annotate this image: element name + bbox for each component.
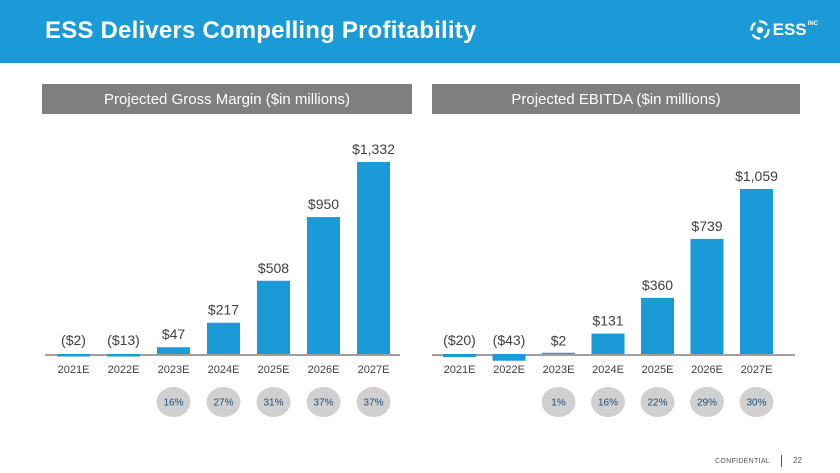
ebitda-margin-pill-2025E bbox=[640, 387, 675, 417]
gross-margin-chart-title: Projected Gross Margin ($in millions) bbox=[42, 84, 412, 114]
gm-value-label-2021E: ($2) bbox=[61, 332, 86, 348]
ebitda-chart-title: Projected EBITDA ($in millions) bbox=[432, 84, 800, 114]
gm-margin-pill-2024E bbox=[206, 387, 241, 417]
ebitda-margin-pill-2023E bbox=[541, 387, 576, 417]
gm-margin-label-2026E: 37% bbox=[313, 398, 333, 409]
ebitda-category-label-2021E: 2021E bbox=[444, 364, 476, 376]
ebitda-margin-label-2023E: 1% bbox=[551, 398, 566, 409]
ebitda-margin-label-2024E: 16% bbox=[598, 398, 618, 409]
gm-margin-pill-2025E bbox=[256, 387, 291, 417]
ebitda-margin-label-2025E: 22% bbox=[647, 398, 667, 409]
gm-margin-label-2024E: 27% bbox=[213, 398, 233, 409]
ebitda-value-label-2023E: $2 bbox=[551, 333, 567, 349]
gm-margin-label-2025E: 31% bbox=[263, 398, 283, 409]
ebitda-bar-2027E bbox=[740, 189, 773, 354]
ess-logo: ESS INC bbox=[749, 20, 818, 40]
ebitda-value-label-2027E: $1,059 bbox=[735, 168, 778, 184]
ebitda-value-label-2026E: $739 bbox=[691, 218, 722, 234]
gm-value-label-2025E: $508 bbox=[258, 260, 289, 276]
gm-margin-label-2023E: 16% bbox=[163, 398, 183, 409]
ebitda-bar-2026E bbox=[690, 238, 724, 354]
ebitda-bar-2022E bbox=[492, 354, 526, 361]
gm-category-label-2022E: 2022E bbox=[108, 364, 140, 376]
logo-suffix: INC bbox=[807, 21, 818, 27]
gm-category-label-2023E: 2023E bbox=[158, 364, 190, 376]
ebitda-bar-2023E bbox=[542, 352, 575, 354]
gm-value-label-2022E: ($13) bbox=[107, 332, 140, 348]
ebitda-margin-pill-2026E bbox=[690, 387, 724, 417]
logo-text: ESS bbox=[772, 20, 807, 39]
ebitda-bar-2021E bbox=[443, 354, 476, 358]
gm-margin-pill-2027E bbox=[356, 387, 391, 417]
ebitda-category-label-2026E: 2026E bbox=[691, 364, 723, 376]
ebitda-margin-label-2026E: 29% bbox=[697, 398, 717, 409]
header-bar: ESS Delivers Compelling Profitability ES… bbox=[0, 0, 840, 63]
page-number: 22 bbox=[793, 456, 802, 465]
gm-category-label-2025E: 2025E bbox=[258, 364, 290, 376]
ebitda-bar-2024E bbox=[591, 333, 625, 354]
ebitda-category-label-2024E: 2024E bbox=[592, 364, 624, 376]
ebitda-margin-label-2027E: 30% bbox=[746, 398, 766, 409]
charts-area: ($2) 2021E ($13) 2022E $47 2023E 16% $217 2024E 2… bbox=[45, 141, 795, 417]
gm-value-label-2027E: $1,332 bbox=[352, 141, 395, 157]
page-title: ESS Delivers Compelling Profitability bbox=[45, 17, 477, 44]
gm-value-label-2023E: $47 bbox=[162, 326, 186, 342]
gm-bar-2027E bbox=[357, 162, 390, 354]
ebitda-category-label-2023E: 2023E bbox=[543, 364, 575, 376]
gm-margin-pill-2026E bbox=[306, 387, 341, 417]
gm-value-label-2026E: $950 bbox=[308, 196, 339, 212]
gm-category-label-2021E: 2021E bbox=[58, 364, 90, 376]
ebitda-category-label-2025E: 2025E bbox=[642, 364, 674, 376]
gm-margin-pill-2023E bbox=[156, 387, 191, 417]
gm-bar-2024E bbox=[207, 322, 240, 354]
gm-category-label-2024E: 2024E bbox=[208, 364, 240, 376]
ebitda-value-label-2021E: ($20) bbox=[443, 332, 476, 348]
ebitda-category-label-2027E: 2027E bbox=[741, 364, 773, 376]
gm-bar-2021E bbox=[57, 354, 90, 357]
ebitda-bar-2025E bbox=[641, 297, 674, 354]
gm-margin-label-2027E: 37% bbox=[363, 398, 383, 409]
ebitda-margin-pill-2024E bbox=[591, 387, 625, 417]
gm-bar-2026E bbox=[307, 217, 340, 354]
ess-swirl-logo-icon bbox=[749, 20, 770, 40]
gm-category-label-2027E: 2027E bbox=[358, 364, 390, 376]
gm-bar-2023E bbox=[157, 347, 190, 354]
ebitda-value-label-2022E: ($43) bbox=[493, 332, 526, 348]
gm-category-label-2026E: 2026E bbox=[308, 364, 340, 376]
footer-divider bbox=[781, 455, 782, 467]
gm-bar-2022E bbox=[107, 354, 140, 357]
gm-value-label-2024E: $217 bbox=[208, 302, 239, 318]
confidential-label: CONFIDENTIAL bbox=[715, 458, 770, 465]
ebitda-category-label-2022E: 2022E bbox=[493, 364, 525, 376]
ebitda-margin-pill-2027E bbox=[739, 387, 774, 417]
ebitda-value-label-2024E: $131 bbox=[592, 313, 623, 329]
ebitda-value-label-2025E: $360 bbox=[642, 277, 673, 293]
gm-bar-2025E bbox=[257, 280, 290, 354]
